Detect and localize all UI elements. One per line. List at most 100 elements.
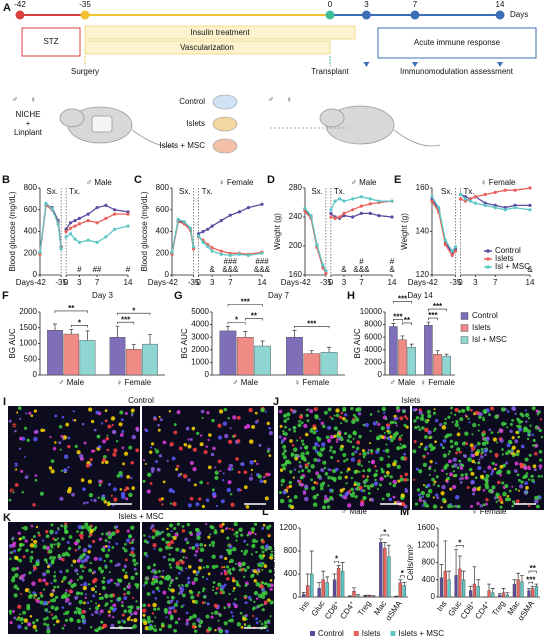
cell [497, 431, 500, 434]
cell [286, 485, 290, 490]
cell [136, 608, 139, 611]
cell [39, 491, 44, 496]
cell [231, 576, 235, 580]
cell [129, 612, 133, 616]
cell [399, 443, 402, 446]
cell [316, 437, 322, 442]
cell [73, 541, 79, 546]
phase-label: Tx. [464, 187, 475, 196]
cell [130, 550, 135, 555]
cell [476, 486, 481, 491]
cell [426, 452, 430, 455]
cell [191, 625, 195, 628]
timeline-day-label: 14 [496, 0, 505, 9]
cell [157, 569, 161, 573]
cell [470, 446, 476, 451]
cell [299, 436, 302, 439]
cell [198, 559, 201, 562]
cell [124, 412, 128, 415]
cell [104, 460, 109, 465]
micrograph [142, 406, 274, 510]
cell [524, 491, 528, 495]
legend-swatch [486, 265, 490, 269]
bar [79, 340, 96, 376]
cell [220, 499, 225, 504]
cell [356, 482, 361, 487]
cell [102, 576, 106, 580]
cell [161, 575, 164, 579]
cell [289, 439, 293, 443]
cell [312, 430, 317, 435]
cell [501, 453, 505, 456]
cell [483, 437, 488, 442]
cell [32, 591, 36, 595]
cell [341, 494, 346, 499]
cell [261, 539, 265, 544]
cell [310, 427, 314, 431]
cell [14, 573, 19, 578]
cell [214, 628, 217, 632]
cell [404, 472, 408, 477]
cell [223, 606, 227, 610]
bar [306, 585, 310, 598]
significance-label: *** [428, 311, 438, 320]
cell [61, 606, 65, 609]
y-tick-label: 0 [293, 592, 298, 601]
timeline-day-label: -35 [79, 0, 91, 9]
cell [224, 433, 229, 439]
cell [425, 493, 431, 498]
phase-label: Insulin treatment [190, 28, 250, 37]
cell [32, 621, 36, 625]
cell [199, 434, 203, 437]
cell [153, 547, 156, 550]
cell [178, 566, 183, 571]
cell [60, 524, 64, 528]
micrograph [278, 406, 410, 510]
mouse-tail [393, 129, 441, 147]
cell [166, 459, 169, 463]
cell [168, 410, 172, 413]
cell [288, 484, 293, 489]
cell [237, 470, 241, 474]
cell [32, 624, 37, 629]
cell [170, 617, 173, 620]
assessment-arrow [497, 62, 503, 67]
cell [339, 447, 344, 452]
cell [223, 565, 226, 568]
cell [534, 498, 539, 504]
y-tick-label: 160 [289, 270, 303, 279]
cell [175, 576, 179, 580]
cell [84, 593, 87, 596]
cell [514, 488, 518, 491]
significance-bracket [70, 325, 88, 328]
significance-label: *** [526, 575, 536, 584]
x-tick-label: 7 [493, 278, 498, 287]
cell [97, 445, 102, 449]
y-tick-label: 1600 [417, 523, 435, 532]
x-tick-label: ♂ Male [58, 378, 84, 387]
cell [126, 529, 130, 533]
cell [62, 577, 66, 581]
cell [29, 593, 33, 598]
cell [380, 426, 385, 431]
error-bar [309, 350, 314, 354]
cell [332, 450, 337, 454]
cell [335, 440, 338, 444]
cell [415, 416, 420, 420]
cell [238, 585, 241, 588]
cell [428, 443, 433, 449]
cell [155, 575, 159, 579]
cell [422, 462, 428, 467]
cell [121, 619, 124, 622]
cell [256, 568, 261, 572]
cell [468, 421, 471, 424]
cell [154, 624, 157, 628]
y-tick-label: 4000 [364, 345, 382, 354]
cell [123, 488, 127, 492]
cell [242, 617, 247, 621]
cell [527, 417, 531, 420]
cell [22, 610, 27, 615]
x-tick-label: ♀ Female [294, 378, 329, 387]
cell [526, 429, 531, 434]
cell [251, 573, 255, 577]
